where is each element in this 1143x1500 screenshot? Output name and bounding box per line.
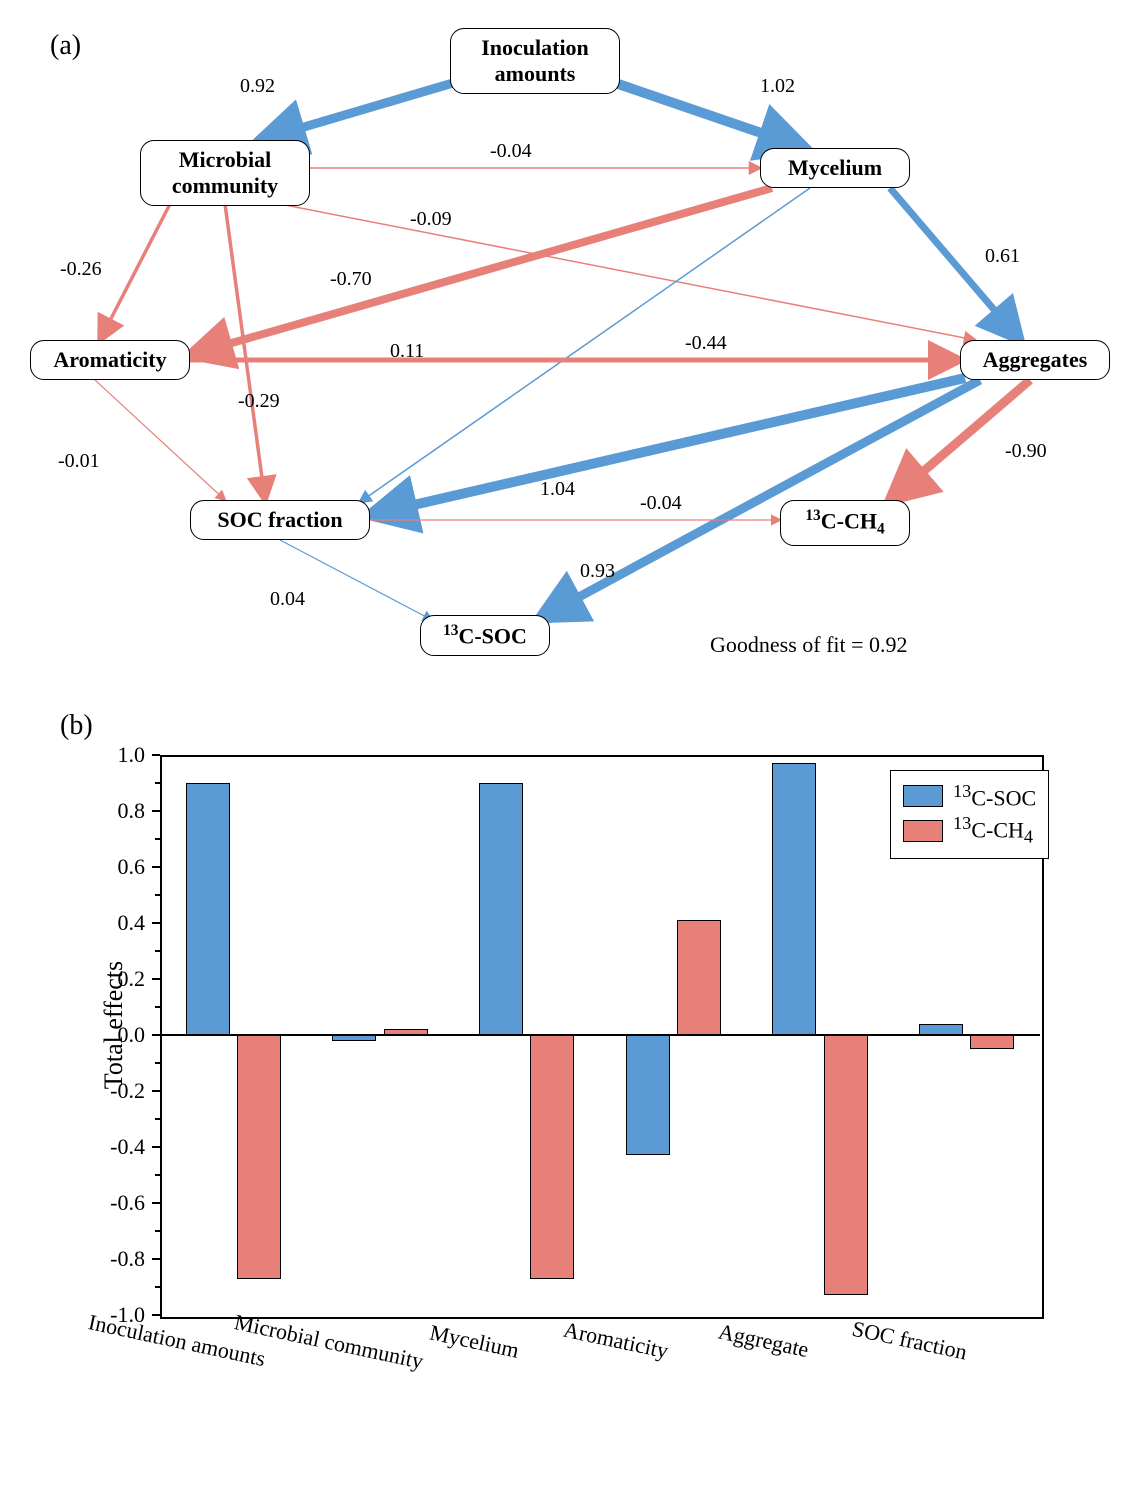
bar [479, 783, 523, 1035]
xticklabel: Aromaticity [561, 1317, 670, 1365]
ytick-minor [155, 1006, 160, 1008]
edge-label: -0.01 [58, 450, 100, 473]
bar [186, 783, 230, 1035]
edge-label: 0.11 [390, 340, 424, 363]
yticklabel: 1.0 [90, 742, 145, 768]
edge-label: -0.09 [410, 208, 452, 231]
ytick-minor [155, 1062, 160, 1064]
edge-label: 0.93 [580, 560, 615, 583]
ytick-minor [155, 950, 160, 952]
panel-b: (b) -1.0-0.8-0.6-0.4-0.20.00.20.40.60.81… [20, 710, 1120, 1450]
edge-label: -0.70 [330, 268, 372, 291]
legend-label: 13C-SOC [953, 781, 1036, 811]
panel-b-label: (b) [60, 710, 93, 742]
yticklabel: -0.6 [90, 1190, 145, 1216]
edge-label: -0.29 [238, 390, 280, 413]
ytick [152, 754, 160, 756]
edge [100, 204, 170, 340]
node-mycelium: Mycelium [760, 148, 910, 188]
y-axis-label: Total effects [99, 961, 129, 1089]
ytick-minor [155, 1174, 160, 1176]
ytick-minor [155, 1286, 160, 1288]
ytick [152, 1090, 160, 1092]
legend: 13C-SOC13C-CH4 [890, 770, 1049, 859]
edge-label: -0.04 [490, 140, 532, 163]
ytick-minor [155, 1118, 160, 1120]
edge-label: -0.44 [685, 332, 727, 355]
edge-label: -0.04 [640, 492, 682, 515]
ytick [152, 1258, 160, 1260]
yticklabel: -0.4 [90, 1134, 145, 1160]
xticklabel: Aggregate [716, 1319, 811, 1363]
ytick [152, 866, 160, 868]
ytick [152, 1146, 160, 1148]
legend-swatch [903, 785, 943, 807]
bar [677, 920, 721, 1035]
node-socfrac: SOC fraction [190, 500, 370, 540]
edge-label: 1.04 [540, 478, 575, 501]
bar [237, 1035, 281, 1279]
xticklabel: Mycelium [427, 1320, 521, 1364]
edge-label: 0.92 [240, 75, 275, 98]
node-c13soc: 13C-SOC [420, 615, 550, 656]
node-aggreg: Aggregates [960, 340, 1110, 380]
node-inoc: Inoculationamounts [450, 28, 620, 94]
edge-label: 1.02 [760, 75, 795, 98]
edge-label: 0.04 [270, 588, 305, 611]
ytick [152, 922, 160, 924]
edge-label: -0.90 [1005, 440, 1047, 463]
legend-swatch [903, 820, 943, 842]
legend-item: 13C-SOC [903, 781, 1036, 811]
yticklabel: -0.8 [90, 1246, 145, 1272]
goodness-of-fit: Goodness of fit = 0.92 [710, 632, 908, 658]
bar [970, 1035, 1014, 1049]
ytick [152, 1202, 160, 1204]
ytick-minor [155, 1230, 160, 1232]
ytick [152, 1314, 160, 1316]
bar [530, 1035, 574, 1279]
bar [626, 1035, 670, 1155]
ytick-minor [155, 838, 160, 840]
edge-label: 0.61 [985, 245, 1020, 268]
ytick [152, 810, 160, 812]
node-aromatic: Aromaticity [30, 340, 190, 380]
edge [280, 204, 975, 340]
ytick-minor [155, 782, 160, 784]
ytick-minor [155, 894, 160, 896]
legend-label: 13C-CH4 [953, 813, 1033, 848]
bar [824, 1035, 868, 1295]
zero-line [160, 1034, 1040, 1036]
edge [190, 188, 772, 355]
edge-label: -0.26 [60, 258, 102, 281]
edge [95, 380, 225, 500]
ytick [152, 978, 160, 980]
xticklabel: SOC fraction [850, 1316, 970, 1366]
legend-item: 13C-CH4 [903, 813, 1036, 848]
edge [225, 204, 265, 500]
ytick [152, 1034, 160, 1036]
node-microbial: Microbialcommunity [140, 140, 310, 206]
yticklabel: 0.6 [90, 854, 145, 880]
panel-a-label: (a) [50, 30, 81, 62]
node-c13ch4: 13C-CH4 [780, 500, 910, 546]
panel-a: (a) Inoculationamounts Microbialcommunity… [20, 20, 1120, 700]
yticklabel: 0.4 [90, 910, 145, 936]
yticklabel: 0.8 [90, 798, 145, 824]
bar [772, 763, 816, 1035]
edge [260, 75, 480, 140]
edge [360, 188, 810, 502]
